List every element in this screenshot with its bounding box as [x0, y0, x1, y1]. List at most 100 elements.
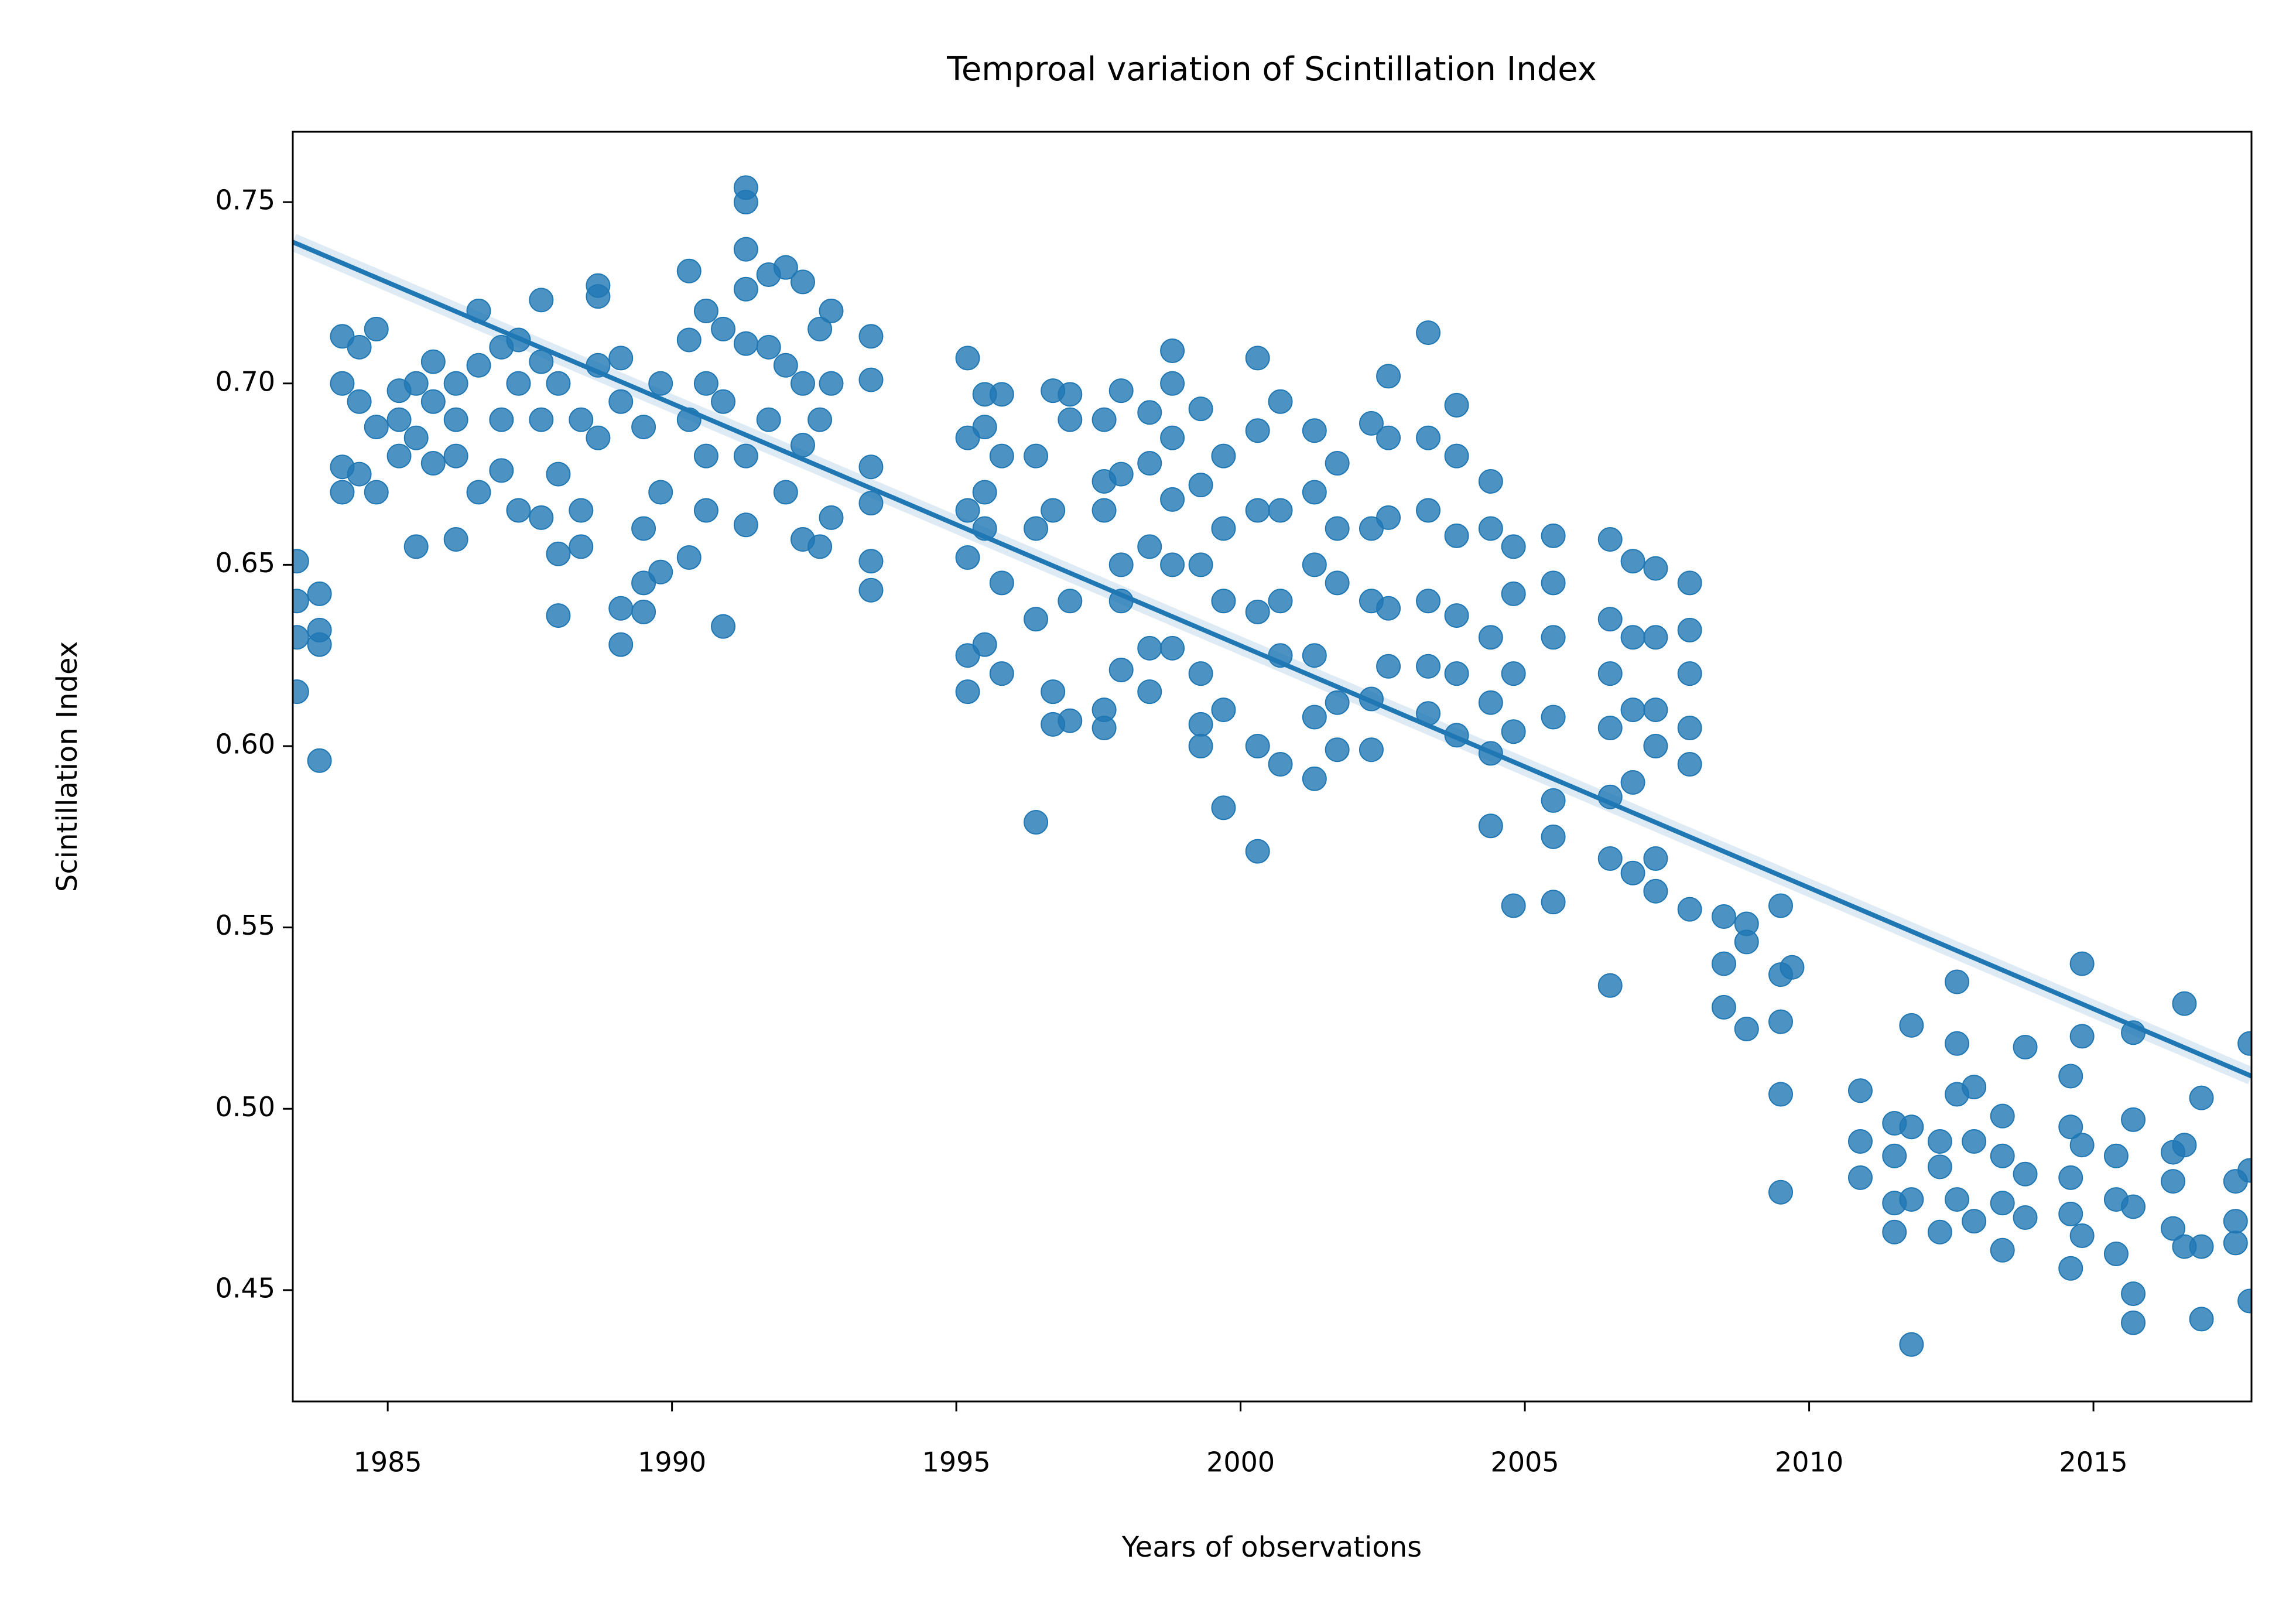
scatter-point — [1990, 1191, 2015, 1216]
scatter-point — [1847, 1165, 1873, 1190]
scatter-point — [693, 298, 718, 323]
scatter-point — [1024, 607, 1049, 632]
scatter-point — [1597, 973, 1623, 998]
scatter-point — [2121, 1310, 2146, 1335]
x-tick-label: 2015 — [2059, 1447, 2128, 1478]
scatter-point — [1927, 1154, 1952, 1179]
scatter-point — [955, 498, 980, 523]
scatter-point — [489, 407, 514, 432]
scatter-point — [1268, 498, 1293, 523]
scatter-point — [1245, 734, 1270, 759]
scatter-point — [586, 284, 611, 309]
scatter-point — [2172, 991, 2197, 1016]
scatter-point — [1478, 469, 1503, 494]
scatter-point — [1620, 549, 1645, 574]
scatter-point — [403, 425, 429, 450]
scatter-point — [443, 407, 468, 432]
scatter-point — [733, 175, 758, 200]
scatter-point — [1768, 1179, 1794, 1205]
scatter-point — [1677, 897, 1702, 922]
scatter-point — [1302, 480, 1327, 505]
scatter-point — [1541, 824, 1566, 849]
scatter-point — [506, 498, 531, 523]
scatter-point — [1268, 589, 1293, 614]
scatter-point — [1945, 1031, 1970, 1056]
scatter-point — [773, 353, 798, 378]
scatter-point — [756, 334, 781, 360]
scatter-point — [807, 316, 833, 341]
scatter-point — [2069, 1223, 2095, 1249]
scatter-point — [403, 534, 429, 559]
x-tick-label: 1990 — [638, 1447, 706, 1478]
scatter-point — [2013, 1161, 2038, 1187]
scatter-point — [1211, 589, 1236, 614]
scatter-point — [1541, 625, 1566, 650]
scatter-point — [693, 443, 718, 469]
scatter-point — [586, 425, 611, 450]
scatter-point — [1416, 320, 1441, 346]
scatter-point — [989, 570, 1014, 596]
scatter-point — [1711, 994, 1736, 1020]
scatter-point — [1058, 708, 1083, 733]
scatter-point — [1188, 661, 1213, 686]
scatter-point — [1211, 516, 1236, 541]
scatter-point — [529, 288, 554, 313]
scatter-point — [1359, 737, 1384, 763]
scatter-point — [1376, 425, 1401, 450]
scatter-point — [1325, 737, 1350, 763]
scatter-point — [1643, 556, 1668, 581]
x-tick-label: 2000 — [1206, 1447, 1275, 1478]
scatter-point — [733, 512, 758, 538]
scatter-point — [1137, 635, 1162, 661]
scatter-point — [2223, 1230, 2248, 1256]
scatter-point — [1541, 705, 1566, 730]
scatter-point — [1091, 407, 1117, 432]
x-tick-label: 1995 — [922, 1447, 991, 1478]
scatter-point — [1962, 1075, 1987, 1100]
scatter-point — [2172, 1133, 2197, 1158]
scatter-point — [1091, 716, 1117, 741]
trend-line — [293, 240, 2251, 1079]
scatter-point — [608, 389, 634, 414]
scatter-point — [858, 577, 884, 603]
scatter-point — [1643, 846, 1668, 871]
scatter-point — [1768, 1009, 1794, 1034]
scatter-point — [1245, 498, 1270, 523]
scatter-point — [1643, 734, 1668, 759]
scatter-point — [1444, 603, 1469, 628]
scatter-point — [569, 534, 594, 559]
scatter-point — [1990, 1143, 2015, 1168]
scatter-point — [1376, 505, 1401, 530]
scatter-point — [807, 407, 833, 432]
scatter-point — [608, 632, 634, 657]
scatter-point — [1302, 552, 1327, 577]
scatter-point — [293, 625, 309, 650]
scatter-point — [1137, 400, 1162, 425]
scatter-point — [364, 415, 389, 440]
scatter-point — [1211, 795, 1236, 820]
chart-title: Temproal variation of Scintillation Inde… — [946, 50, 1597, 88]
scatter-point — [1444, 443, 1469, 469]
scatter-point — [1108, 552, 1134, 577]
scatter-point — [1734, 1017, 1759, 1042]
scatter-point — [1416, 654, 1441, 679]
scatter-point — [807, 534, 833, 559]
scatter-point — [1325, 516, 1350, 541]
scatter-point — [1768, 1082, 1794, 1107]
scatter-point — [676, 545, 702, 570]
x-tick-label: 1985 — [354, 1447, 422, 1478]
scatter-point — [773, 480, 798, 505]
scatter-point — [1108, 657, 1134, 682]
scatter-point — [1501, 581, 1526, 606]
scatter-point — [569, 407, 594, 432]
scatter-point — [989, 382, 1014, 407]
scatter-point — [819, 505, 844, 530]
scatter-point — [1597, 661, 1623, 686]
scatter-point — [1376, 654, 1401, 679]
scatter-point — [1620, 860, 1645, 885]
scatter-point — [858, 454, 884, 480]
scatter-point — [307, 748, 332, 773]
scatter-point — [1620, 625, 1645, 650]
scatter-point — [756, 407, 781, 432]
